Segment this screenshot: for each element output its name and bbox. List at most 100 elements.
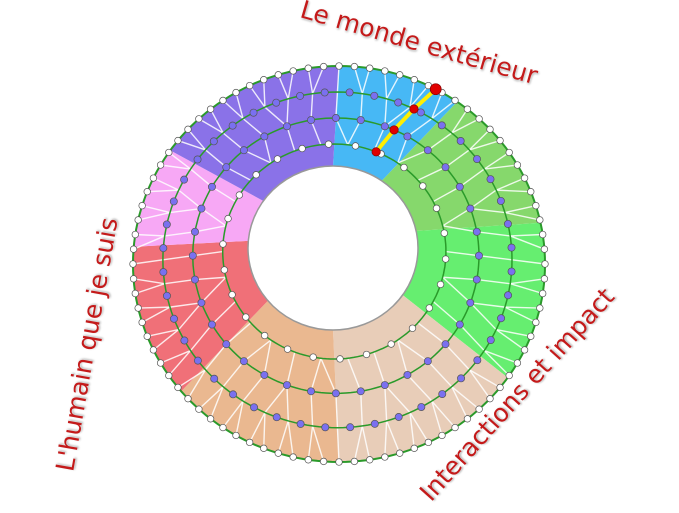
spoke-line: [406, 374, 433, 402]
spoke-line: [263, 339, 272, 376]
inner-node: [260, 132, 269, 141]
inner-node: [504, 291, 512, 300]
spoke-line: [478, 254, 513, 261]
spoke-line: [495, 328, 526, 351]
spoke-line: [335, 91, 339, 119]
spoke-line: [397, 339, 409, 376]
spoke-line: [511, 259, 546, 265]
edge-node: [350, 62, 359, 71]
spoke-line: [397, 136, 409, 164]
inner-node: [272, 98, 281, 107]
inner-node: [403, 132, 412, 141]
spoke-line: [178, 189, 202, 210]
spoke-line: [187, 128, 207, 151]
spoke-line: [469, 139, 501, 151]
edge-node: [505, 148, 513, 157]
spoke-line: [249, 85, 266, 108]
edge-node: [536, 304, 544, 312]
edge-node: [156, 359, 165, 367]
edge-node: [283, 345, 292, 353]
edge-node: [224, 214, 232, 223]
edge-node: [539, 289, 547, 298]
spoke-line: [442, 207, 471, 227]
spoke-line: [205, 149, 227, 168]
inner-node: [222, 340, 231, 349]
edge-node: [138, 318, 146, 327]
inner-node: [437, 121, 446, 130]
edge-node: [319, 62, 328, 71]
spoke-line: [483, 151, 510, 170]
spoke-line: [235, 400, 244, 436]
spoke-line: [495, 177, 525, 191]
edge-node: [131, 289, 139, 298]
spoke-line: [310, 391, 314, 427]
inner-node: [356, 387, 365, 396]
edge-node: [228, 291, 236, 299]
spoke-line: [361, 425, 371, 460]
inner-node: [503, 219, 512, 228]
edge-node: [475, 405, 483, 413]
edge-node: [541, 260, 549, 268]
spoke-line: [384, 106, 411, 127]
inner-node: [507, 267, 516, 276]
spoke-line: [198, 118, 224, 134]
inner-node: [321, 423, 330, 432]
spoke-line: [347, 358, 362, 392]
edge-node: [381, 453, 389, 461]
inner-node: [197, 298, 206, 307]
inner-node: [169, 197, 178, 206]
inner-node: [457, 374, 466, 383]
inner-node: [466, 298, 475, 307]
spoke-line: [459, 168, 485, 188]
spoke-line: [192, 250, 223, 257]
spoke-line: [194, 225, 227, 233]
edge-node: [309, 353, 317, 361]
edge-node: [400, 163, 408, 172]
spoke-line: [361, 68, 371, 94]
spoke-line: [222, 99, 244, 120]
inner-node: [472, 227, 481, 236]
inner-node: [250, 403, 258, 412]
edge-node: [424, 438, 433, 447]
inner-node: [260, 370, 269, 379]
spoke-line: [484, 349, 518, 364]
spoke-line: [243, 339, 272, 362]
inner-node: [456, 137, 465, 145]
spoke-line: [204, 343, 227, 371]
spoke-line: [164, 231, 196, 237]
spoke-line: [483, 350, 510, 377]
spoke-line: [451, 118, 480, 134]
spoke-line: [310, 119, 322, 146]
inner-node: [191, 275, 199, 284]
spoke-line: [320, 357, 337, 394]
spoke-line: [222, 360, 245, 388]
spoke-line: [160, 349, 191, 364]
spoke-line: [152, 329, 180, 351]
inner-node: [307, 116, 315, 125]
spoke-line: [335, 393, 339, 428]
spoke-line: [209, 108, 224, 134]
edge-node: [260, 444, 268, 452]
inner-node: [473, 155, 481, 163]
inner-node: [193, 356, 202, 365]
edge-node: [304, 456, 312, 464]
inner-node: [497, 314, 506, 323]
edge-node: [129, 260, 137, 268]
edge-node: [219, 96, 227, 105]
spoke-line: [147, 189, 179, 193]
spoke-line: [311, 66, 325, 94]
inner-node: [507, 243, 516, 252]
edge-node: [289, 67, 297, 75]
inner-node: [239, 146, 248, 155]
spoke-line: [432, 300, 461, 326]
spoke-line: [201, 208, 227, 227]
edge-node: [540, 275, 549, 283]
edge-node: [242, 313, 250, 321]
spoke-line: [177, 369, 206, 389]
spoke-line: [384, 98, 388, 127]
spoke-line: [162, 254, 193, 261]
edge-node: [366, 64, 374, 72]
spoke-line: [222, 132, 245, 151]
edge-node: [387, 340, 395, 348]
edge-node: [520, 346, 529, 354]
